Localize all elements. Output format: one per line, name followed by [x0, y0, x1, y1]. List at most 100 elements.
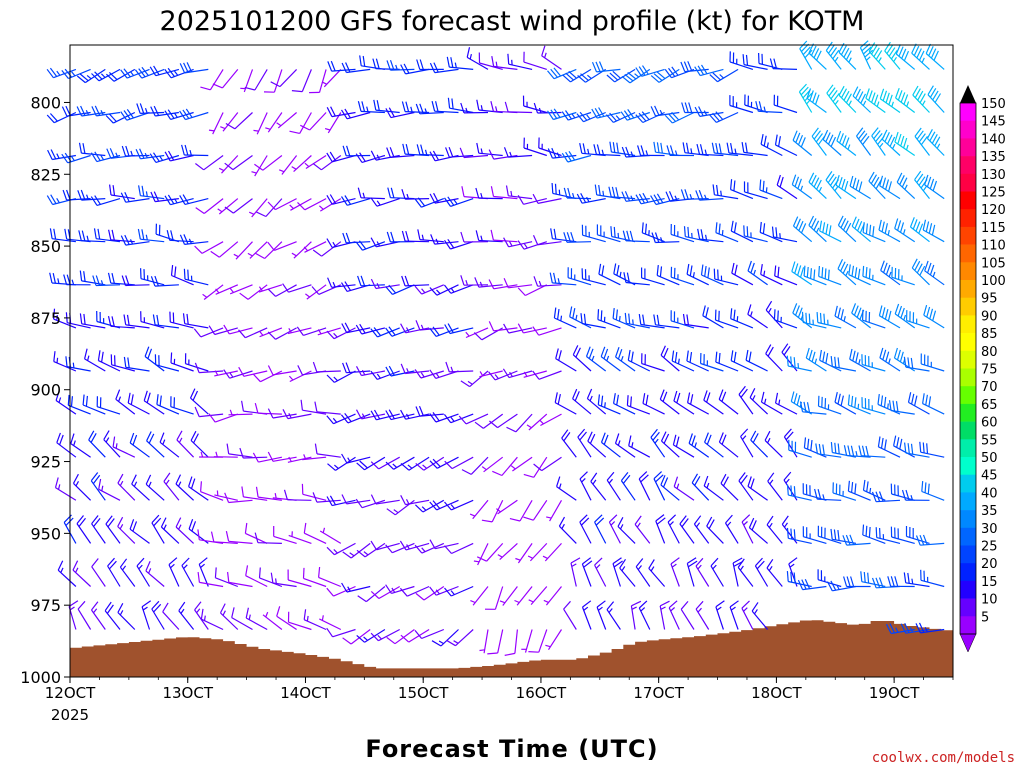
terrain-fill: [70, 620, 953, 677]
wind-barb: [429, 326, 459, 337]
wind-barb: [131, 474, 150, 501]
colorbar-swatch: [960, 598, 976, 617]
wind-barb: [637, 145, 665, 157]
wind-barb: [312, 361, 341, 373]
wind-barb: [819, 220, 842, 243]
wind-barb: [900, 623, 930, 634]
wind-barb: [300, 399, 327, 415]
wind-barb: [815, 443, 842, 458]
wind-barb: [134, 66, 165, 79]
wind-barb: [551, 182, 577, 200]
colorbar-label: 40: [981, 486, 998, 501]
wind-barb: [197, 572, 224, 588]
wind-barb: [123, 314, 150, 329]
wind-barb: [826, 84, 842, 113]
wind-barb: [326, 151, 356, 163]
wind-barb: [168, 557, 180, 587]
wind-barb: [355, 152, 386, 163]
wind-barb: [239, 447, 268, 459]
wind-barb: [765, 344, 783, 372]
wind-barb: [881, 129, 901, 156]
wind-barb: [287, 611, 312, 631]
colorbar-swatch: [960, 474, 976, 493]
wind-barb: [527, 542, 548, 562]
wind-barb: [569, 306, 592, 329]
wind-barb: [517, 323, 547, 334]
wind-barb: [614, 433, 636, 458]
wind-barb: [786, 355, 812, 372]
wind-barb: [758, 52, 783, 70]
wind-barb: [314, 443, 341, 458]
wind-barb: [444, 323, 474, 335]
wind-barb: [91, 558, 106, 587]
colorbar-swatch: [960, 297, 976, 316]
wind-barb: [704, 432, 724, 458]
wind-barb: [444, 499, 474, 511]
wind-barb: [621, 68, 651, 84]
wind-barb: [76, 515, 92, 544]
wind-barb: [596, 224, 621, 243]
wind-barb: [105, 515, 121, 544]
wind-barb: [715, 600, 725, 630]
wind-barb: [682, 313, 709, 329]
wind-barb: [894, 303, 916, 329]
wind-barb: [504, 101, 533, 114]
wind-barb: [715, 351, 739, 372]
wind-barb: [514, 586, 533, 606]
wind-barb: [769, 58, 798, 70]
wind-barb: [581, 557, 593, 587]
wind-barb: [682, 142, 709, 157]
colorbar-swatch: [960, 120, 976, 139]
wind-barb: [615, 347, 636, 372]
wind-barb: [741, 142, 768, 157]
colorbar-swatch: [960, 226, 976, 245]
wind-barb: [64, 228, 91, 243]
colorbar-swatch: [960, 262, 976, 281]
wind-barb: [606, 68, 636, 83]
x-tick-label: 16OCT: [516, 684, 567, 702]
wind-barb: [241, 486, 268, 501]
wind-barb: [862, 265, 886, 286]
wind-barb: [817, 395, 842, 415]
wind-barb: [120, 234, 150, 246]
wind-barb: [213, 451, 238, 458]
wind-barb: [326, 194, 356, 205]
colorbar-swatch: [960, 457, 976, 475]
wind-barb: [664, 111, 695, 124]
wind-barb: [490, 186, 518, 200]
wind-barb: [788, 439, 812, 458]
wind-barb: [593, 144, 621, 157]
wind-barb: [198, 557, 209, 587]
wind-barb: [713, 268, 739, 286]
wind-barb: [444, 238, 474, 250]
wind-barb: [843, 576, 871, 588]
wind-barb: [667, 514, 680, 544]
wind-barb: [502, 368, 533, 379]
wind-barb: [865, 88, 886, 113]
wind-barb: [267, 365, 297, 376]
wind-barb: [596, 600, 607, 630]
wind-barb: [543, 586, 562, 606]
wind-barb: [372, 58, 400, 70]
wind-barb: [822, 129, 842, 156]
wind-barb: [528, 629, 548, 653]
wind-barb: [718, 389, 739, 415]
wind-barb: [145, 474, 165, 501]
wind-barb: [255, 486, 282, 501]
wind-barb: [619, 558, 636, 587]
wind-barb: [416, 59, 444, 71]
wind-barb: [550, 228, 577, 243]
wind-barb: [282, 283, 312, 293]
wind-barb: [276, 606, 297, 630]
wind-barb: [267, 198, 297, 211]
wind-barb: [755, 101, 783, 114]
wind-barb: [357, 101, 385, 114]
wind-barb: [146, 431, 165, 458]
wind-barb: [481, 500, 504, 523]
wind-barb: [668, 600, 680, 630]
wind-barb: [356, 628, 386, 643]
wind-barb: [838, 42, 857, 70]
wind-barb: [509, 499, 533, 522]
wind-barb: [355, 409, 386, 420]
wind-barb: [370, 150, 400, 161]
